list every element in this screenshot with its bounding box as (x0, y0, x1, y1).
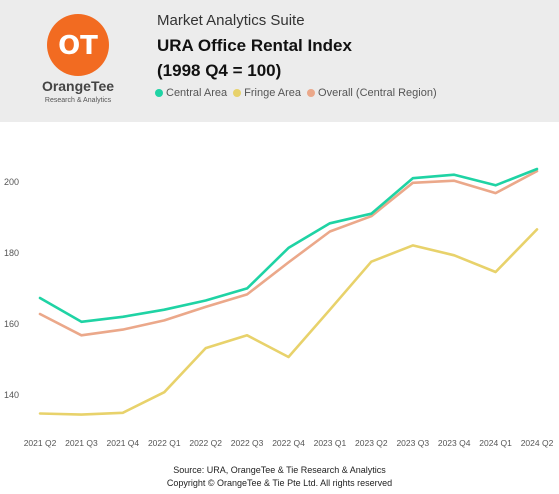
footer: Source: URA, OrangeTee & Tie Research & … (0, 464, 559, 490)
x-tick-label: 2021 Q4 (107, 438, 140, 448)
header-panel: OT OrangeTee Research & Analytics Market… (0, 0, 559, 122)
source-note: Source: URA, OrangeTee & Tie Research & … (173, 465, 386, 475)
legend-label: Overall (Central Region) (318, 87, 437, 99)
y-tick-label: 180 (4, 248, 19, 258)
x-tick-label: 2023 Q4 (438, 438, 471, 448)
y-tick-label: 140 (4, 390, 19, 400)
legend-item: Fringe Area (233, 87, 301, 99)
logo-mark-icon: OT (58, 31, 98, 61)
y-tick-label: 160 (4, 319, 19, 329)
orangetee-logo: OT (47, 14, 109, 76)
legend-label: Fringe Area (244, 87, 302, 99)
copyright-note: Copyright © OrangeTee & Tie Pte Ltd. All… (166, 478, 393, 488)
chart-subtitle: (1998 Q4 = 100) (157, 61, 282, 80)
series-line (38, 228, 539, 416)
chart-title: URA Office Rental Index (157, 36, 352, 55)
legend-item: Central Area (155, 87, 227, 99)
series-line (38, 169, 539, 337)
x-tick-label: 2022 Q4 (272, 438, 305, 448)
svg-text:OT: OT (58, 31, 98, 61)
x-tick-label: 2021 Q3 (65, 438, 98, 448)
x-tick-label: 2022 Q3 (231, 438, 264, 448)
x-tick-label: 2023 Q1 (314, 438, 347, 448)
suite-label: Market Analytics Suite (157, 12, 305, 29)
legend-marker-icon (233, 89, 242, 97)
y-tick-label: 200 (4, 177, 19, 187)
legend-marker-icon (307, 89, 316, 97)
x-tick-label: 2024 Q2 (521, 438, 554, 448)
x-tick-label: 2022 Q2 (189, 438, 222, 448)
x-tick-label: 2023 Q2 (355, 438, 388, 448)
x-tick-label: 2024 Q1 (479, 438, 512, 448)
series-line (38, 167, 539, 324)
logo-tagline: Research & Analytics (44, 97, 112, 104)
legend-label: Central Area (166, 87, 228, 99)
legend-item: Overall (Central Region) (307, 87, 437, 99)
x-tick-label: 2023 Q3 (396, 438, 429, 448)
logo-name: OrangeTee (41, 78, 115, 94)
legend-marker-icon (155, 89, 163, 97)
x-tick-label: 2021 Q2 (24, 438, 57, 448)
chart-legend: Central Area Fringe Area Overall (Central … (155, 87, 437, 99)
line-chart: 140 160 180 200 2021 Q2 2021 Q3 2021 Q4 2022 Q1… (4, 167, 554, 448)
x-tick-label: 2022 Q1 (148, 438, 181, 448)
